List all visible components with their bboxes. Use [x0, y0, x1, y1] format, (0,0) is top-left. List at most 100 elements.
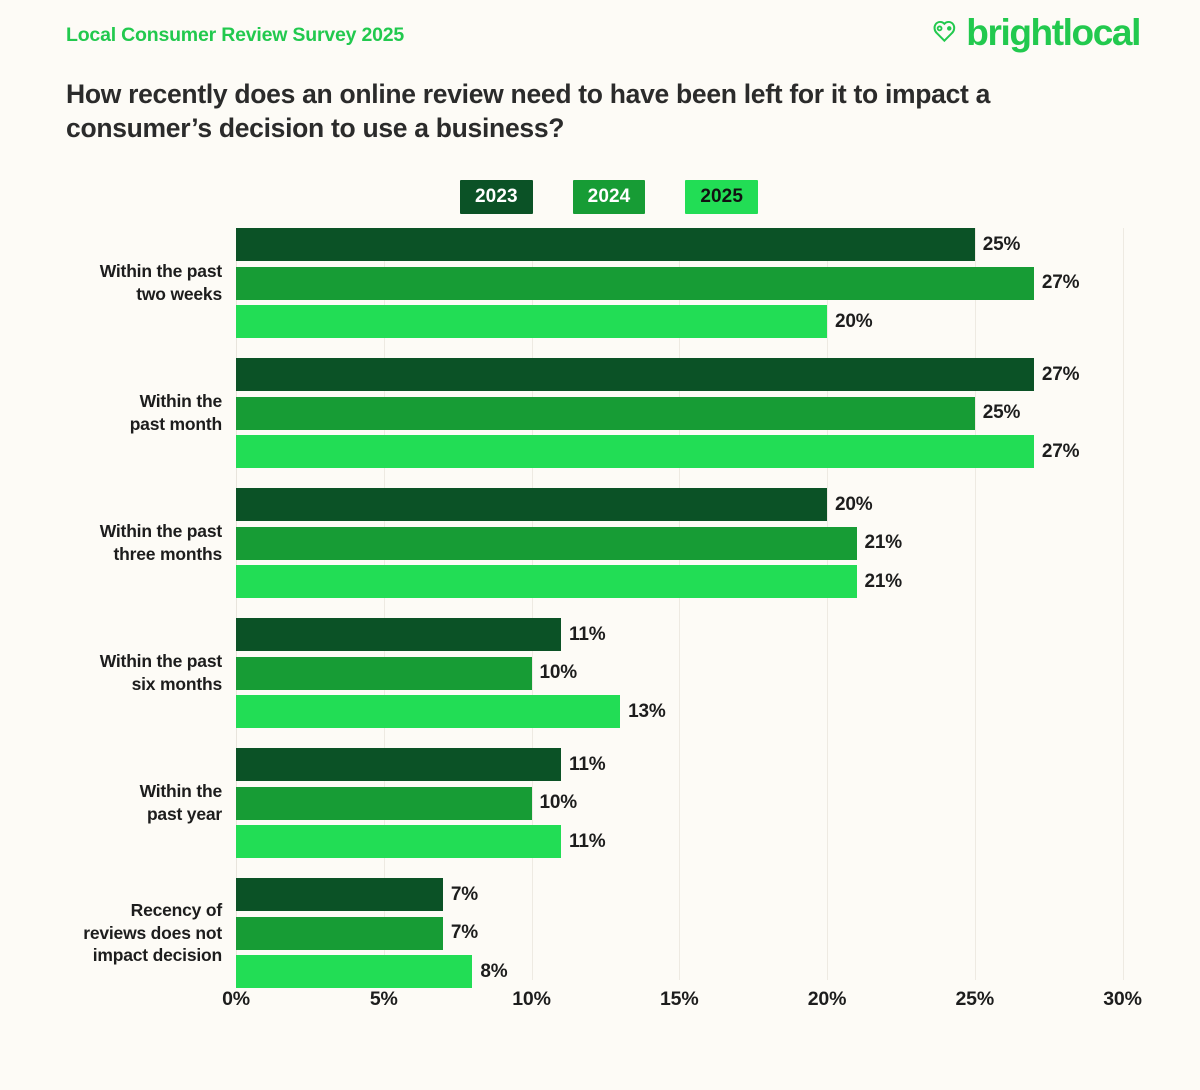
bar-value-label: 13%	[628, 700, 666, 722]
category-label-line: Within the	[139, 391, 223, 412]
bar-row: 27%	[236, 266, 1176, 300]
gridline-20	[827, 228, 828, 980]
bar-row: 13%	[236, 695, 1176, 728]
bar-2025[interactable]	[236, 305, 827, 338]
bar-row: 25%	[236, 396, 1176, 430]
bar-2023[interactable]	[236, 358, 1034, 391]
gridlines	[0, 228, 1200, 980]
bar-row: 25%	[236, 228, 1176, 261]
x-axis-tick: 25%	[955, 988, 995, 1010]
brightlocal-wordmark: brightlocal	[966, 12, 1141, 53]
x-axis-tick: 20%	[807, 988, 847, 1010]
category-label-line: reviews does not	[83, 922, 222, 943]
gridline-30	[1122, 228, 1124, 980]
bar-row: 10%	[236, 656, 1176, 690]
chart-plot-area: Within the past two weeks 25% 27% 20% Within …	[0, 228, 1200, 988]
bar-group: Within the past year 11% 10% 11%	[0, 748, 1200, 858]
bar-2023[interactable]	[236, 748, 562, 781]
bar-row: 21%	[236, 526, 1176, 560]
bar-value-label: 8%	[480, 960, 508, 982]
category-label: Within the past three months	[0, 488, 222, 598]
bar-value-label: 20%	[835, 493, 873, 515]
bar-2024[interactable]	[236, 266, 1034, 300]
bar-row: 20%	[236, 305, 1176, 338]
bar-value-label: 27%	[1041, 363, 1080, 385]
category-label: Recency of reviews does not impact decisio…	[0, 878, 222, 988]
category-label-line: Recency of	[130, 899, 223, 920]
category-label-line: Within the past	[99, 521, 222, 542]
gridline-0	[236, 228, 237, 980]
bar-group: Within the past month 27% 25% 27%	[0, 358, 1200, 468]
category-label: Within the past two weeks	[0, 228, 222, 338]
location-pin-heart-icon	[933, 20, 956, 42]
bar-2024[interactable]	[236, 656, 532, 690]
category-label: Within the past year	[0, 748, 223, 858]
category-label-line: six months	[131, 674, 223, 694]
x-axis: 0% 5% 10% 15% 20% 25% 30%	[0, 988, 1200, 1018]
bar-value-label: 11%	[569, 753, 606, 775]
bar-group: Within the past two weeks 25% 27% 20%	[0, 228, 1200, 338]
bar-value-label: 25%	[982, 233, 1021, 255]
bar-groups: Within the past two weeks 25% 27% 20% Within …	[0, 228, 1200, 1008]
chart-legend: 2023 2024 2025	[460, 180, 759, 214]
bar-2023[interactable]	[236, 878, 443, 911]
bar-value-label: 7%	[450, 922, 478, 943]
bar-row: 27%	[236, 435, 1176, 468]
gridline-10	[531, 228, 533, 980]
bar-2025[interactable]	[236, 825, 562, 858]
bar-2024[interactable]	[236, 396, 975, 430]
category-label-line: past year	[146, 804, 222, 824]
legend-item-2025[interactable]: 2025	[685, 180, 759, 214]
category-label: Within the past six months	[0, 618, 222, 728]
legend-item-2024[interactable]: 2024	[572, 180, 646, 214]
bars-container: 11% 10% 11%	[236, 748, 1176, 858]
bar-row: 7%	[236, 916, 1176, 950]
bar-value-label: 21%	[864, 532, 903, 553]
bars-container: 7% 7% 8%	[236, 878, 1176, 988]
bar-row: 11%	[236, 748, 1176, 781]
bar-value-label: 20%	[835, 310, 873, 332]
category-label-line: past month	[129, 414, 223, 434]
x-axis-tick: 0%	[222, 988, 250, 1010]
category-label-line: three months	[113, 544, 223, 564]
category-label-line: Within the past	[99, 261, 222, 282]
bar-value-label: 27%	[1041, 440, 1080, 462]
bar-2023[interactable]	[236, 618, 562, 651]
survey-label: Local Consumer Review Survey 2025	[66, 24, 405, 46]
bar-2023[interactable]	[236, 228, 975, 261]
bars-container: 20% 21% 21%	[236, 488, 1176, 598]
bar-row: 11%	[236, 825, 1176, 858]
bar-value-label: 10%	[539, 792, 578, 813]
x-axis-tick: 30%	[1103, 988, 1142, 1010]
page-header: Local Consumer Review Survey 2025 bright…	[0, 0, 1200, 68]
bar-2025[interactable]	[236, 695, 621, 728]
bar-2025[interactable]	[236, 565, 857, 598]
category-label: Within the past month	[0, 358, 223, 468]
bar-row: 7%	[236, 878, 1176, 911]
bar-2023[interactable]	[236, 488, 827, 521]
bar-2024[interactable]	[236, 526, 857, 560]
category-label-line: impact decision	[92, 945, 222, 966]
chart-title: How recently does an online review need …	[66, 79, 991, 143]
bar-2024[interactable]	[236, 786, 532, 820]
x-axis-tick: 15%	[660, 988, 699, 1010]
bar-row: 20%	[236, 488, 1176, 521]
bar-2025[interactable]	[236, 435, 1034, 468]
bars-container: 11% 10% 13%	[236, 618, 1176, 728]
category-label-line: Within the	[139, 781, 223, 802]
gridline-5	[383, 228, 385, 980]
bar-2025[interactable]	[236, 955, 473, 988]
bar-row: 11%	[236, 618, 1176, 651]
bar-group: Within the past three months 20% 21% 21%	[0, 488, 1200, 598]
bar-value-label: 27%	[1041, 272, 1080, 293]
bar-2024[interactable]	[236, 916, 443, 950]
gridline-25	[974, 228, 976, 980]
bar-group: Recency of reviews does not impact decisio…	[0, 878, 1200, 988]
x-axis-tick: 5%	[369, 988, 398, 1010]
bar-row: 21%	[236, 565, 1176, 598]
legend-item-2023[interactable]: 2023	[460, 180, 533, 214]
bars-container: 25% 27% 20%	[236, 228, 1176, 338]
category-label-line: Within the past	[99, 651, 222, 672]
brightlocal-logo: brightlocal	[929, 12, 1141, 53]
category-label-line: two weeks	[136, 284, 222, 304]
